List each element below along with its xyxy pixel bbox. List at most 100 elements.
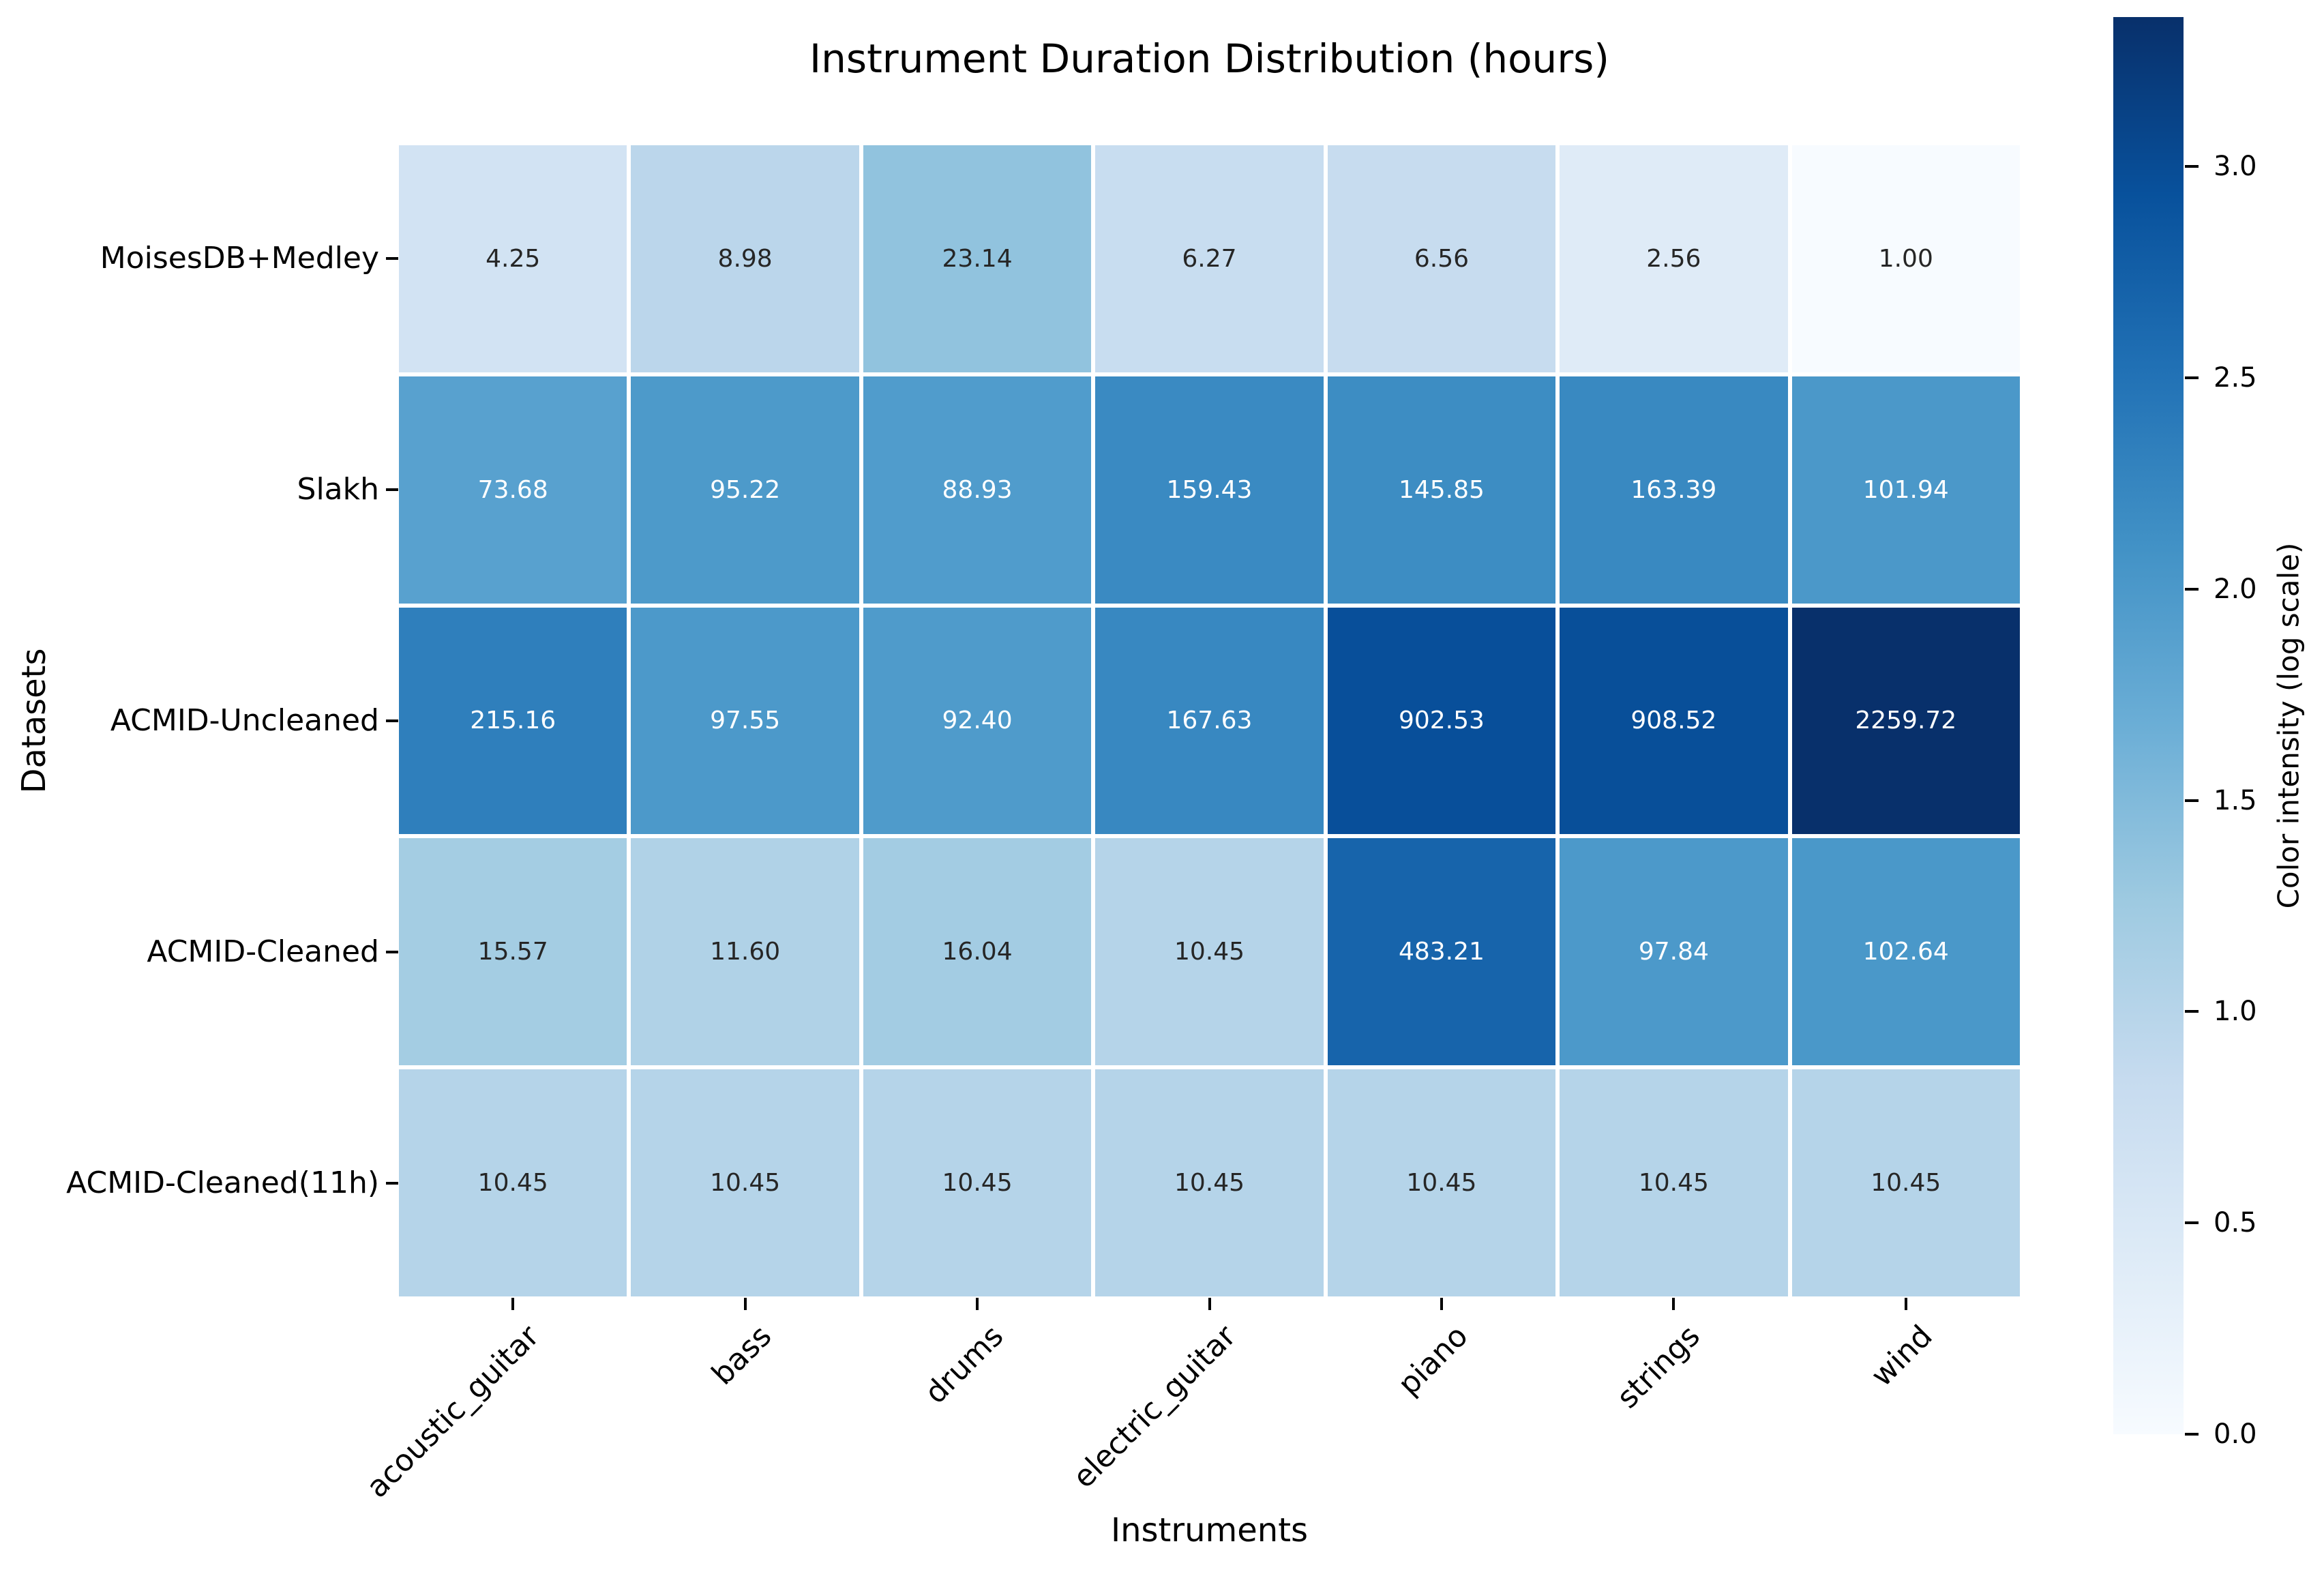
tick-mark: [386, 257, 398, 261]
heatmap-cell: 15.57: [399, 838, 627, 1066]
x-tick-label: electric_guitar: [1066, 1318, 1243, 1496]
cell-value: 163.39: [1630, 475, 1717, 504]
cell-value: 1.00: [1878, 244, 1933, 273]
tick-mark: [2185, 1433, 2199, 1436]
cell-value: 10.45: [1871, 1169, 1941, 1198]
cell-value: 11.60: [710, 938, 781, 966]
heatmap-cell: 10.45: [631, 1069, 859, 1296]
cell-value: 92.40: [942, 707, 1013, 735]
heatmap-cell: 1.00: [1791, 145, 2020, 372]
cell-value: 10.45: [477, 1169, 548, 1198]
heatmap-cell: 215.16: [399, 607, 627, 835]
colorbar-tick-label: 2.0: [2214, 573, 2257, 605]
cell-value: 95.22: [710, 475, 781, 504]
cell-value: 2.56: [1646, 244, 1701, 273]
heatmap-cell: 10.45: [399, 1069, 627, 1296]
cell-value: 16.04: [942, 938, 1013, 966]
heatmap-cell: 908.52: [1560, 607, 1788, 835]
y-tick-label: ACMID-Cleaned: [147, 934, 379, 969]
colorbar-tick-label: 1.5: [2214, 784, 2257, 816]
colorbar-tick-label: 2.5: [2214, 362, 2257, 394]
heatmap-cell: 8.98: [631, 145, 859, 372]
tick-mark: [386, 950, 398, 953]
tick-mark: [1672, 1298, 1675, 1310]
tick-mark: [2185, 799, 2199, 802]
cell-value: 88.93: [942, 475, 1013, 504]
y-tick-label: MoisesDB+Medley: [100, 241, 379, 276]
heatmap-cell: 23.14: [863, 145, 1092, 372]
cell-value: 10.45: [1174, 938, 1245, 966]
cell-value: 6.56: [1414, 244, 1469, 273]
x-axis-label: Instruments: [1110, 1511, 1309, 1549]
cell-value: 2259.72: [1855, 707, 1957, 735]
cell-value: 101.94: [1862, 475, 1949, 504]
x-tick-label: wind: [1864, 1318, 1939, 1394]
cell-value: 167.63: [1166, 707, 1253, 735]
heatmap-cell: 73.68: [399, 376, 627, 604]
heatmap-cell: 483.21: [1327, 838, 1556, 1066]
cell-value: 902.53: [1398, 707, 1485, 735]
y-tick-label: Slakh: [297, 472, 379, 507]
cell-value: 73.68: [477, 475, 548, 504]
heatmap-cell: 167.63: [1095, 607, 1324, 835]
colorbar-tick-label: 0.5: [2214, 1207, 2257, 1239]
heatmap-cell: 4.25: [399, 145, 627, 372]
cell-value: 15.57: [477, 938, 548, 966]
y-tick-label: ACMID-Cleaned(11h): [66, 1165, 379, 1200]
x-tick-label: piano: [1391, 1318, 1475, 1402]
chart-title: Instrument Duration Distribution (hours): [809, 35, 1610, 82]
heatmap-cell: 10.45: [1327, 1069, 1556, 1296]
heatmap-cell: 6.27: [1095, 145, 1324, 372]
x-tick-label: strings: [1610, 1318, 1708, 1416]
heatmap-cell: 10.45: [1560, 1069, 1788, 1296]
heatmap-cell: 2.56: [1560, 145, 1788, 372]
cell-value: 10.45: [1174, 1169, 1245, 1198]
heatmap-cell: 10.45: [1791, 1069, 2020, 1296]
cell-value: 483.21: [1398, 938, 1485, 966]
cell-value: 97.55: [710, 707, 781, 735]
colorbar-tick-label: 0.0: [2214, 1419, 2257, 1450]
tick-mark: [1208, 1298, 1211, 1310]
cell-value: 10.45: [942, 1169, 1013, 1198]
y-axis-label: Datasets: [15, 648, 53, 794]
tick-mark: [2185, 1221, 2199, 1225]
x-tick-label: bass: [705, 1318, 779, 1392]
heatmap-cell: 10.45: [1095, 838, 1324, 1066]
heatmap-cell: 145.85: [1327, 376, 1556, 604]
heatmap-cell: 97.55: [631, 607, 859, 835]
heatmap-cell: 92.40: [863, 607, 1092, 835]
heatmap-cell: 16.04: [863, 838, 1092, 1066]
heatmap-grid: 4.25 8.98 23.14 6.27 6.56 2.56 1.00 73.68 95.22 8…: [399, 145, 2020, 1296]
y-tick-label: ACMID-Uncleaned: [110, 703, 379, 738]
heatmap-cell: 2259.72: [1791, 607, 2020, 835]
tick-mark: [2185, 587, 2199, 591]
x-tick-label: drums: [918, 1318, 1011, 1411]
cell-value: 10.45: [710, 1169, 781, 1198]
tick-mark: [2185, 1010, 2199, 1013]
cell-value: 102.64: [1862, 938, 1949, 966]
cell-value: 10.45: [1406, 1169, 1477, 1198]
tick-mark: [386, 488, 398, 492]
heatmap-cell: 95.22: [631, 376, 859, 604]
heatmap-cell: 163.39: [1560, 376, 1788, 604]
cell-value: 159.43: [1166, 475, 1253, 504]
cell-value: 10.45: [1638, 1169, 1709, 1198]
heatmap-cell: 88.93: [863, 376, 1092, 604]
heatmap-cell: 102.64: [1791, 838, 2020, 1066]
colorbar-tick-label: 3.0: [2214, 151, 2257, 183]
heatmap-cell: 10.45: [863, 1069, 1092, 1296]
tick-mark: [1904, 1298, 1907, 1310]
heatmap-cell: 159.43: [1095, 376, 1324, 604]
heatmap-cell: 11.60: [631, 838, 859, 1066]
tick-mark: [386, 1181, 398, 1185]
heatmap-cell: 902.53: [1327, 607, 1556, 835]
cell-value: 23.14: [942, 244, 1013, 273]
x-tick-label: acoustic_guitar: [359, 1318, 546, 1505]
tick-mark: [1440, 1298, 1443, 1310]
tick-mark: [2185, 165, 2199, 168]
cell-value: 145.85: [1398, 475, 1485, 504]
tick-mark: [386, 719, 398, 722]
cell-value: 4.25: [486, 244, 541, 273]
cell-value: 215.16: [470, 707, 556, 735]
